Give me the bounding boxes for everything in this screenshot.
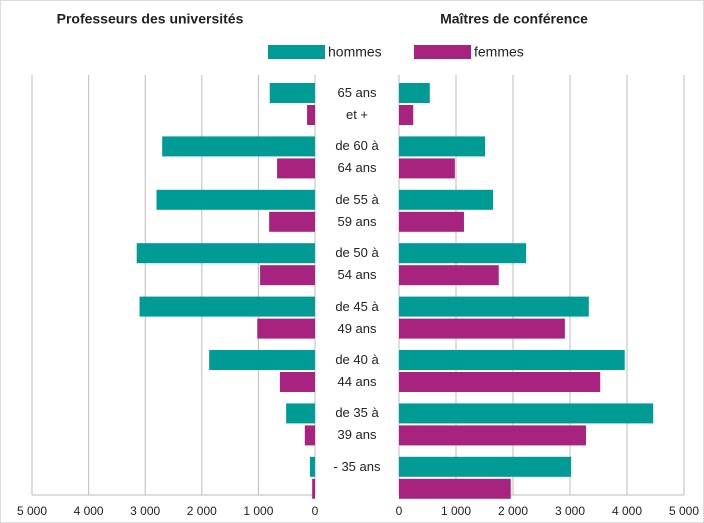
bar bbox=[399, 243, 527, 264]
category-label: de 40 à 44 ans bbox=[335, 352, 379, 389]
x-tick-label: 0 bbox=[396, 504, 403, 518]
legend-label: femmes bbox=[474, 44, 524, 60]
bar bbox=[279, 372, 315, 392]
bar bbox=[399, 83, 430, 103]
bar bbox=[139, 296, 315, 317]
bar bbox=[399, 350, 625, 370]
bar bbox=[399, 211, 464, 232]
bar bbox=[399, 136, 486, 157]
bar bbox=[399, 372, 601, 392]
bar bbox=[312, 478, 315, 499]
bar bbox=[399, 105, 414, 125]
legend-swatch bbox=[414, 45, 471, 59]
chart-title: Maîtres de conférence bbox=[440, 11, 588, 27]
x-tick-label: 5 000 bbox=[17, 504, 47, 518]
x-tick-label: 4 000 bbox=[612, 504, 642, 518]
x-tick-label: 2 000 bbox=[498, 504, 528, 518]
bar bbox=[136, 243, 315, 264]
bar bbox=[309, 456, 315, 477]
bar bbox=[269, 83, 315, 103]
x-tick-label: 2 000 bbox=[187, 504, 217, 518]
bar bbox=[399, 403, 654, 424]
bar bbox=[307, 105, 315, 125]
x-tick-label: 1 000 bbox=[243, 504, 273, 518]
x-tick-label: 3 000 bbox=[555, 504, 585, 518]
bar bbox=[277, 158, 315, 179]
bar bbox=[399, 158, 455, 179]
category-label: de 35 à 39 ans bbox=[335, 405, 379, 443]
x-tick-label: 0 bbox=[312, 504, 319, 518]
category-label: de 45 à 49 ans bbox=[335, 298, 379, 336]
chart-title: Professeurs des universités bbox=[57, 11, 244, 27]
bar bbox=[260, 265, 315, 286]
x-tick-label: 4 000 bbox=[74, 504, 104, 518]
legend-label: hommes bbox=[328, 44, 382, 60]
bar bbox=[399, 478, 511, 499]
bar bbox=[209, 350, 315, 370]
category-label: de 60 à 64 ans bbox=[335, 138, 379, 176]
bar bbox=[304, 425, 315, 446]
bar bbox=[269, 211, 315, 232]
bar bbox=[399, 456, 572, 477]
x-tick-label: 1 000 bbox=[441, 504, 471, 518]
bar bbox=[286, 403, 315, 424]
x-tick-label: 5 000 bbox=[669, 504, 699, 518]
category-label: 65 ans et + bbox=[337, 85, 377, 122]
legend-swatch bbox=[268, 45, 325, 59]
bar bbox=[399, 265, 499, 286]
bar bbox=[257, 318, 315, 339]
bar bbox=[162, 136, 315, 157]
category-label: de 50 à 54 ans bbox=[335, 245, 379, 283]
bar bbox=[399, 425, 586, 446]
category-label: - 35 ans bbox=[333, 458, 381, 474]
bar bbox=[399, 318, 565, 339]
bar bbox=[399, 189, 494, 210]
x-tick-label: 3 000 bbox=[130, 504, 160, 518]
category-label: de 55 à 59 ans bbox=[335, 191, 379, 229]
bar bbox=[399, 296, 589, 317]
bar bbox=[156, 189, 315, 210]
